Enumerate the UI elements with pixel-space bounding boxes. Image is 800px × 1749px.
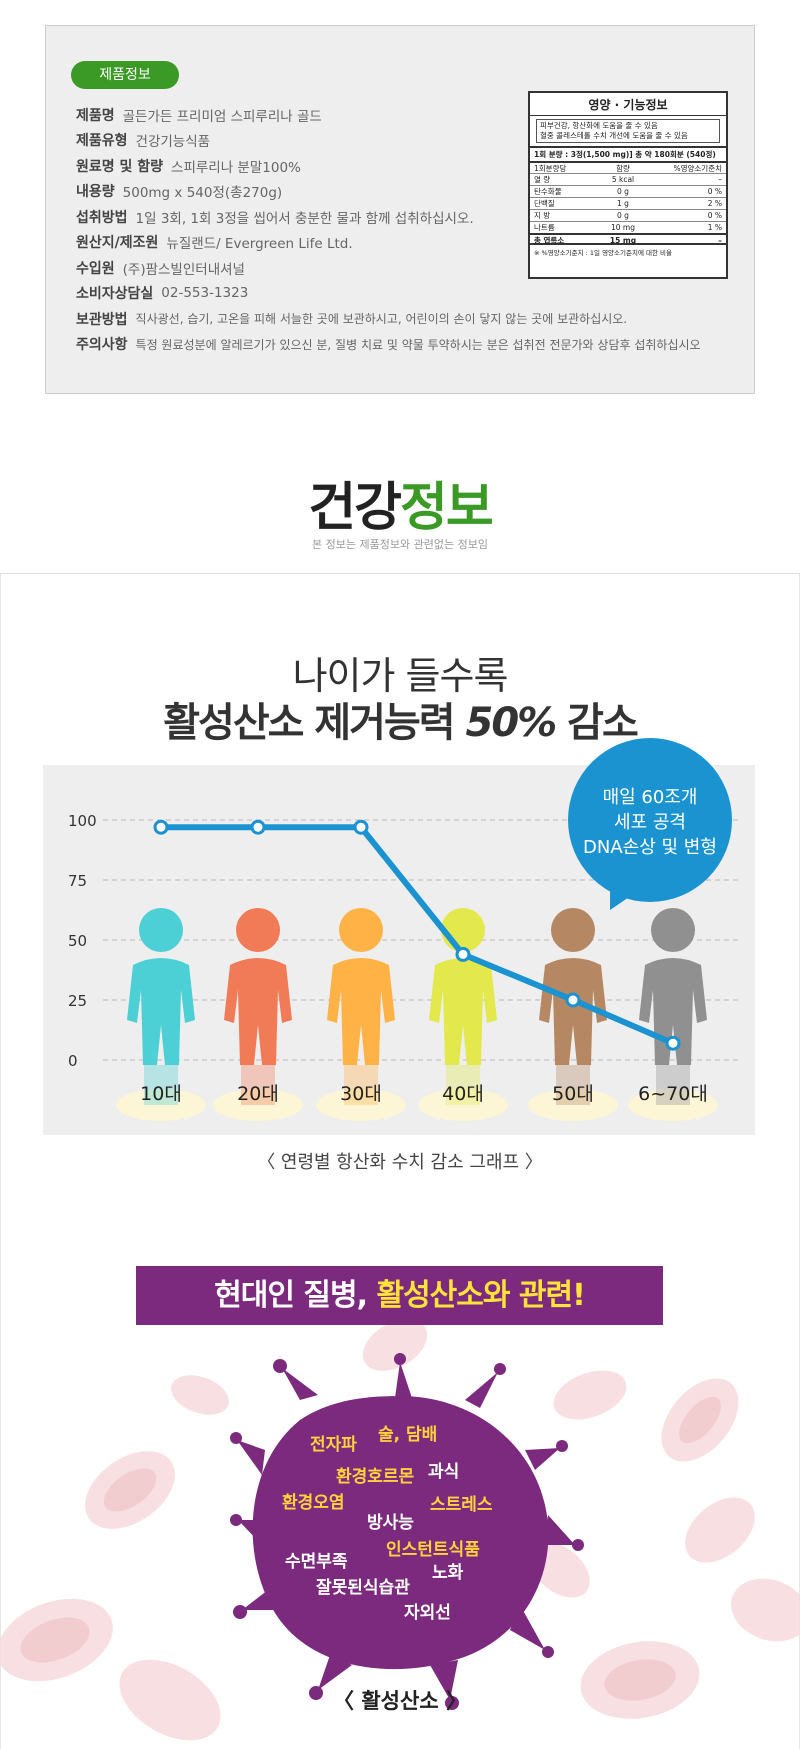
figure-glow [418,1089,508,1121]
info-row-name: 제품명 골든가든 프리미엄 스피루리나 골드 [76,107,322,125]
nutrition-row: 나트륨 10 mg 1 % [530,221,726,233]
health-info-title: 건강정보 [308,478,493,538]
info-row-intake: 섭취방법 1일 3회, 1회 3정을 씹어서 충분한 물과 함께 섭취하십시오. [76,209,474,227]
nutrition-footnote: ※ %영양소기준치 : 1일 영양소기준치에 대한 비율 [534,249,672,257]
product-info-list: 제품명 골든가든 프리미엄 스피루리나 골드 제품유형 건강기능식품 원료명 및 함… [76,102,701,357]
x-tick-label: 20대 [237,1083,279,1105]
figure-head [651,908,695,952]
x-tick-label: 10대 [140,1083,182,1105]
nutrition-header: 1회분량당 함량 %영양소기준치 [530,161,726,173]
word-env-hormone: 환경호르몬 [336,1467,415,1487]
info-row-ingredient: 원료명 및 함량 스피루리나 분말100% [76,158,301,176]
figure-legs-fade [446,1065,480,1105]
nutrition-serving: 1회 분량 : 3정(1,500 mg)] 총 약 180회분 (540정) [530,146,726,161]
word-diet-habits: 잘못된식습관 [316,1578,410,1598]
figure-head [339,908,383,952]
figure-legs-fade [656,1065,690,1105]
chart-caption: 〈 연령별 항산화 수치 감소 그래프 〉 [257,1152,543,1173]
figure-body [429,958,497,1065]
data-point [353,819,369,835]
figure-head [139,908,183,952]
figure-legs-fade [144,1065,178,1105]
nutrition-title: 영양 · 기능정보 [530,93,726,116]
figure-body [327,958,395,1065]
figure-body [224,958,292,1065]
word-alcohol-tobacco: 술, 담배 [378,1425,438,1445]
disease-banner: 현대인 질병, 활성산소와 관련! [136,1266,663,1325]
info-row-contact: 소비자상담실 02-553-1323 [76,285,249,303]
nutrition-claims: 피부건강, 항산화에 도움을 줄 수 있음 혈중 콜레스테롤 수치 개선에 도움… [536,119,720,143]
headline-line1: 나이가 들수록 [292,654,509,698]
health-info-subtitle: 본 정보는 제품정보와 관련없는 정보임 [312,538,488,551]
word-electromagnetic: 전자파 [310,1435,357,1455]
series-line [161,824,675,1046]
x-tick-label: 6~70대 [638,1083,708,1105]
figure-glow [116,1089,206,1121]
word-stress: 스트레스 [430,1495,493,1515]
x-tick-label: 30대 [340,1083,382,1105]
y-tick-label: 25 [68,992,87,1010]
product-info-badge: 제품정보 [71,61,179,89]
figure-glow [213,1089,303,1121]
figure-legs-fade [556,1065,590,1105]
figure-legs-fade [241,1065,275,1105]
data-point [455,946,471,962]
y-tick-label: 100 [68,812,97,830]
figure-head [551,908,595,952]
x-tick-label: 40대 [442,1083,484,1105]
info-row-origin: 원산지/제조원 뉴질랜드/ Evergreen Life Ltd. [76,235,353,253]
word-pollution: 환경오염 [282,1493,345,1513]
chart-svg: 100 75 50 25 0 10대 20대 30대 40대 50대 6~70대 [68,812,738,1121]
info-bubble: 매일 60조개 세포 공격 DNA손상 및 변형 [568,738,732,902]
info-row-type: 제품유형 건강기능식품 [76,133,211,151]
info-row-caution: 주의사항 특정 원료성분에 알레르기가 있으신 분, 질병 치료 및 약물 투약하… [76,337,701,354]
info-row-amount: 내용량 500mg x 540정(총270g) [76,184,283,202]
word-uv: 자외선 [404,1603,451,1623]
data-point [153,819,169,835]
y-tick-label: 0 [68,1052,78,1070]
y-tick-label: 75 [68,872,87,890]
figure-body [127,958,195,1065]
figure-head [236,908,280,952]
figure-glow [316,1089,406,1121]
word-instant-food: 인스턴트식품 [386,1540,480,1560]
headline-line2: 활성산소 제거능력 50% 감소 [163,700,639,746]
info-row-importer: 수입원 (주)팜스빌인터내셔널 [76,260,245,278]
figure-body [539,958,607,1065]
nutrition-table: 영양 · 기능정보 피부건강, 항산화에 도움을 줄 수 있음 혈중 콜레스테롤… [528,91,728,279]
figure-glow [528,1089,618,1121]
word-sleep: 수면부족 [285,1552,348,1572]
y-tick-label: 50 [68,932,87,950]
x-tick-label: 50대 [552,1083,594,1105]
free-radical-label: 〈 활성산소 〉 [333,1689,467,1713]
product-info-box: 제품정보 제품명 골든가든 프리미엄 스피루리나 골드 제품유형 건강기능식품 원료… [45,25,755,394]
word-overeating: 과식 [428,1462,460,1482]
data-point [565,992,581,1008]
figure-glow [628,1089,718,1121]
info-row-storage: 보관방법 직사광선, 습기, 고온을 피해 서늘한 곳에 보관하시고, 어린이의 … [76,311,628,328]
word-radiation: 방사능 [367,1513,414,1533]
figure-legs-fade [344,1065,378,1105]
word-aging: 노화 [432,1563,464,1583]
nutrition-row: 총 엽록소 15 mg – [530,233,726,245]
data-point [250,819,266,835]
data-point [665,1035,681,1051]
